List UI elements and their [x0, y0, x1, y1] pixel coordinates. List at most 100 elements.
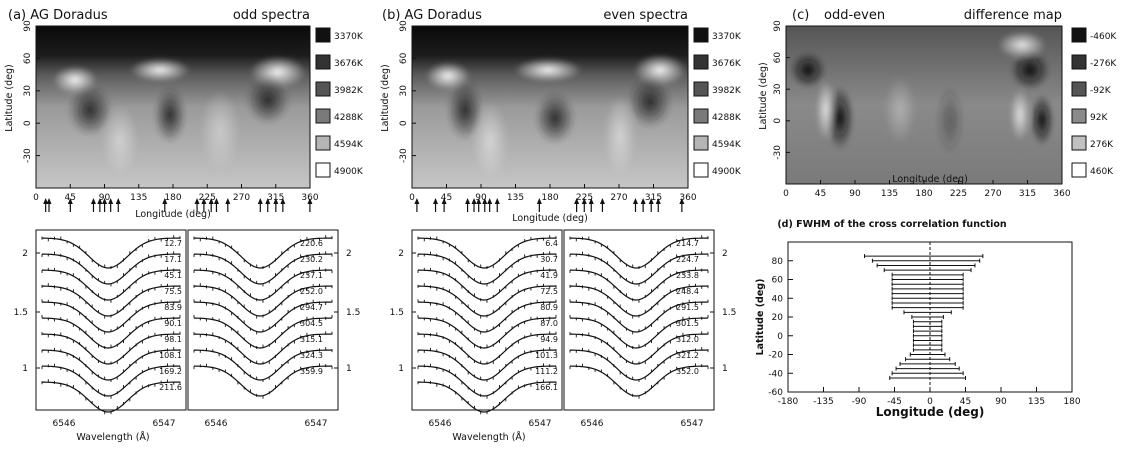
lon-tick-label: 90	[475, 193, 487, 203]
d-xtick-label: -45	[887, 397, 902, 407]
colorkey-label: 4900K	[334, 167, 364, 177]
profile-curve	[194, 269, 333, 301]
profile-phase-label: 252.0	[300, 287, 323, 296]
phase-arrow-head	[679, 198, 685, 204]
colorkey-label: 3676K	[712, 59, 742, 69]
colorkey-swatch	[315, 54, 331, 70]
phase-arrow-head	[162, 198, 168, 204]
d-xtick-label: -90	[852, 397, 867, 407]
profile-phase-label: 214.7	[676, 239, 699, 248]
lat-tick-label: 90	[23, 20, 33, 32]
lon-tick-label: 45	[441, 193, 452, 203]
lat-tick-label: 60	[773, 52, 783, 64]
profiles-a-right-frame	[187, 229, 339, 411]
phase-arrow-head	[213, 198, 219, 204]
profile-phase-label: 111.2	[535, 367, 558, 376]
lon-tick-label: 315	[645, 193, 662, 203]
d-ytick-label: 80	[772, 257, 784, 267]
phase-arrow-head	[588, 198, 594, 204]
phase-arrow-head	[599, 198, 605, 204]
profile-phase-label: 98.1	[164, 335, 182, 344]
colorkey-swatch	[1071, 162, 1087, 178]
profile-curve	[42, 365, 181, 397]
lat-tick-label: 90	[773, 20, 783, 32]
phase-arrow-head	[465, 198, 471, 204]
panel-c-lon-ticks: 0 45 90 135 180 225 270 315 360	[783, 180, 1071, 199]
panel-b-map: (b) AG Doradus even spectra Latitude (de…	[380, 8, 742, 224]
lon-tick-label: 270	[610, 193, 627, 203]
lat-tick-label: 30	[399, 85, 409, 97]
profile-phase-label: 359.9	[300, 367, 323, 376]
profile-ytick-label: 1.5	[722, 308, 736, 318]
panel-a-colorkey: 3370K 3676K 3982K 4288K 4594K 4900K	[315, 27, 364, 178]
profile-ytick-label: 2	[22, 249, 28, 259]
panel-a-lat-ticks: 90 60 30 0 -30	[23, 20, 40, 163]
colorkey-swatch	[315, 135, 331, 151]
profile-curve	[418, 269, 557, 301]
profile-phase-label: 30.7	[540, 255, 558, 264]
lon-tick-label: 180	[164, 193, 181, 203]
panel-b-xlabel: Longitude (deg)	[512, 213, 588, 224]
panel-c-ylabel: Latitude (deg)	[758, 62, 769, 129]
phase-arrow-head	[414, 198, 420, 204]
lat-tick-label: 90	[399, 20, 409, 32]
profile-phase-label: 12.7	[164, 239, 182, 248]
phase-arrow-head	[494, 198, 500, 204]
colorkey-label: 3370K	[334, 32, 364, 42]
panel-d-x-ticks: -180 -135 -90 -45 0 45 90 135 180	[778, 387, 1081, 407]
lon-tick-label: 360	[301, 193, 318, 203]
profile-curve	[570, 317, 709, 349]
phase-arrow-head	[581, 198, 587, 204]
lon-tick-label: 225	[950, 189, 967, 199]
profile-ytick-label: 1	[722, 364, 728, 374]
phase-arrow-head	[225, 198, 231, 204]
phase-arrow-head	[640, 198, 646, 204]
phase-arrow-head	[648, 198, 654, 204]
phase-arrow-head	[632, 198, 638, 204]
profile-xtick-label: 6546	[53, 419, 76, 429]
profiles-b-left-curves: 6.4 30.7 41.9 72.5 80.9 87.0 94.9 101.3 111.2 166…	[417, 235, 558, 415]
d-xtick-label: 135	[1028, 397, 1045, 407]
d-ytick-label: -20	[768, 351, 783, 361]
phase-arrow-head	[536, 198, 542, 204]
lat-tick-label: 60	[399, 52, 409, 64]
profile-phase-label: 233.8	[676, 271, 699, 280]
colorkey-swatch	[1071, 54, 1087, 70]
profile-curve	[418, 237, 557, 269]
profile-phase-label: 72.5	[540, 287, 558, 296]
profile-curve	[418, 253, 557, 285]
colorkey-swatch	[1071, 27, 1087, 43]
panel-c-subtitle-left: odd-even	[824, 8, 885, 23]
colorkey-label: 460K	[1090, 167, 1114, 177]
colorkey-label: 3982K	[334, 86, 364, 96]
phase-arrow-head	[265, 198, 271, 204]
d-xtick-label: 45	[960, 397, 971, 407]
panel-b-colorkey: 3370K 3676K 3982K 4288K 4594K 4900K	[693, 27, 742, 178]
d-ytick-label: 20	[772, 313, 784, 323]
profiles-a-left-curves: 12.7 17.1 45.1 75.5 83.9 90.1 98.1 108.1 169.2 21…	[41, 235, 182, 415]
profile-phase-label: 220.6	[300, 239, 323, 248]
lon-tick-label: 315	[1019, 189, 1036, 199]
colorkey-label: 3982K	[712, 86, 742, 96]
profile-phase-label: 224.7	[676, 255, 699, 264]
lat-tick-label: 30	[773, 83, 783, 95]
colorkey-label: 3676K	[334, 59, 364, 69]
profile-ytick-label: 1.5	[14, 308, 28, 318]
lon-tick-label: 135	[130, 193, 147, 203]
panel-b-image	[412, 26, 688, 188]
profile-xtick-label: 6546	[205, 419, 228, 429]
panel-a-xlabel: Longitude (deg)	[135, 209, 211, 220]
lat-tick-label: 30	[23, 85, 33, 97]
profile-curve	[42, 317, 181, 349]
phase-arrow-head	[487, 198, 493, 204]
d-xtick-label: 90	[995, 397, 1007, 407]
lon-tick-label: 360	[679, 193, 696, 203]
profile-phase-label: 17.1	[164, 255, 182, 264]
panel-d-fwhm-bars	[864, 254, 984, 380]
lon-tick-label: 0	[409, 193, 415, 203]
profile-phase-label: 321.2	[676, 351, 699, 360]
phase-arrow-head	[194, 198, 200, 204]
lon-tick-label: 180	[541, 193, 558, 203]
phase-arrow-head	[476, 198, 482, 204]
lon-tick-label: 225	[576, 193, 593, 203]
